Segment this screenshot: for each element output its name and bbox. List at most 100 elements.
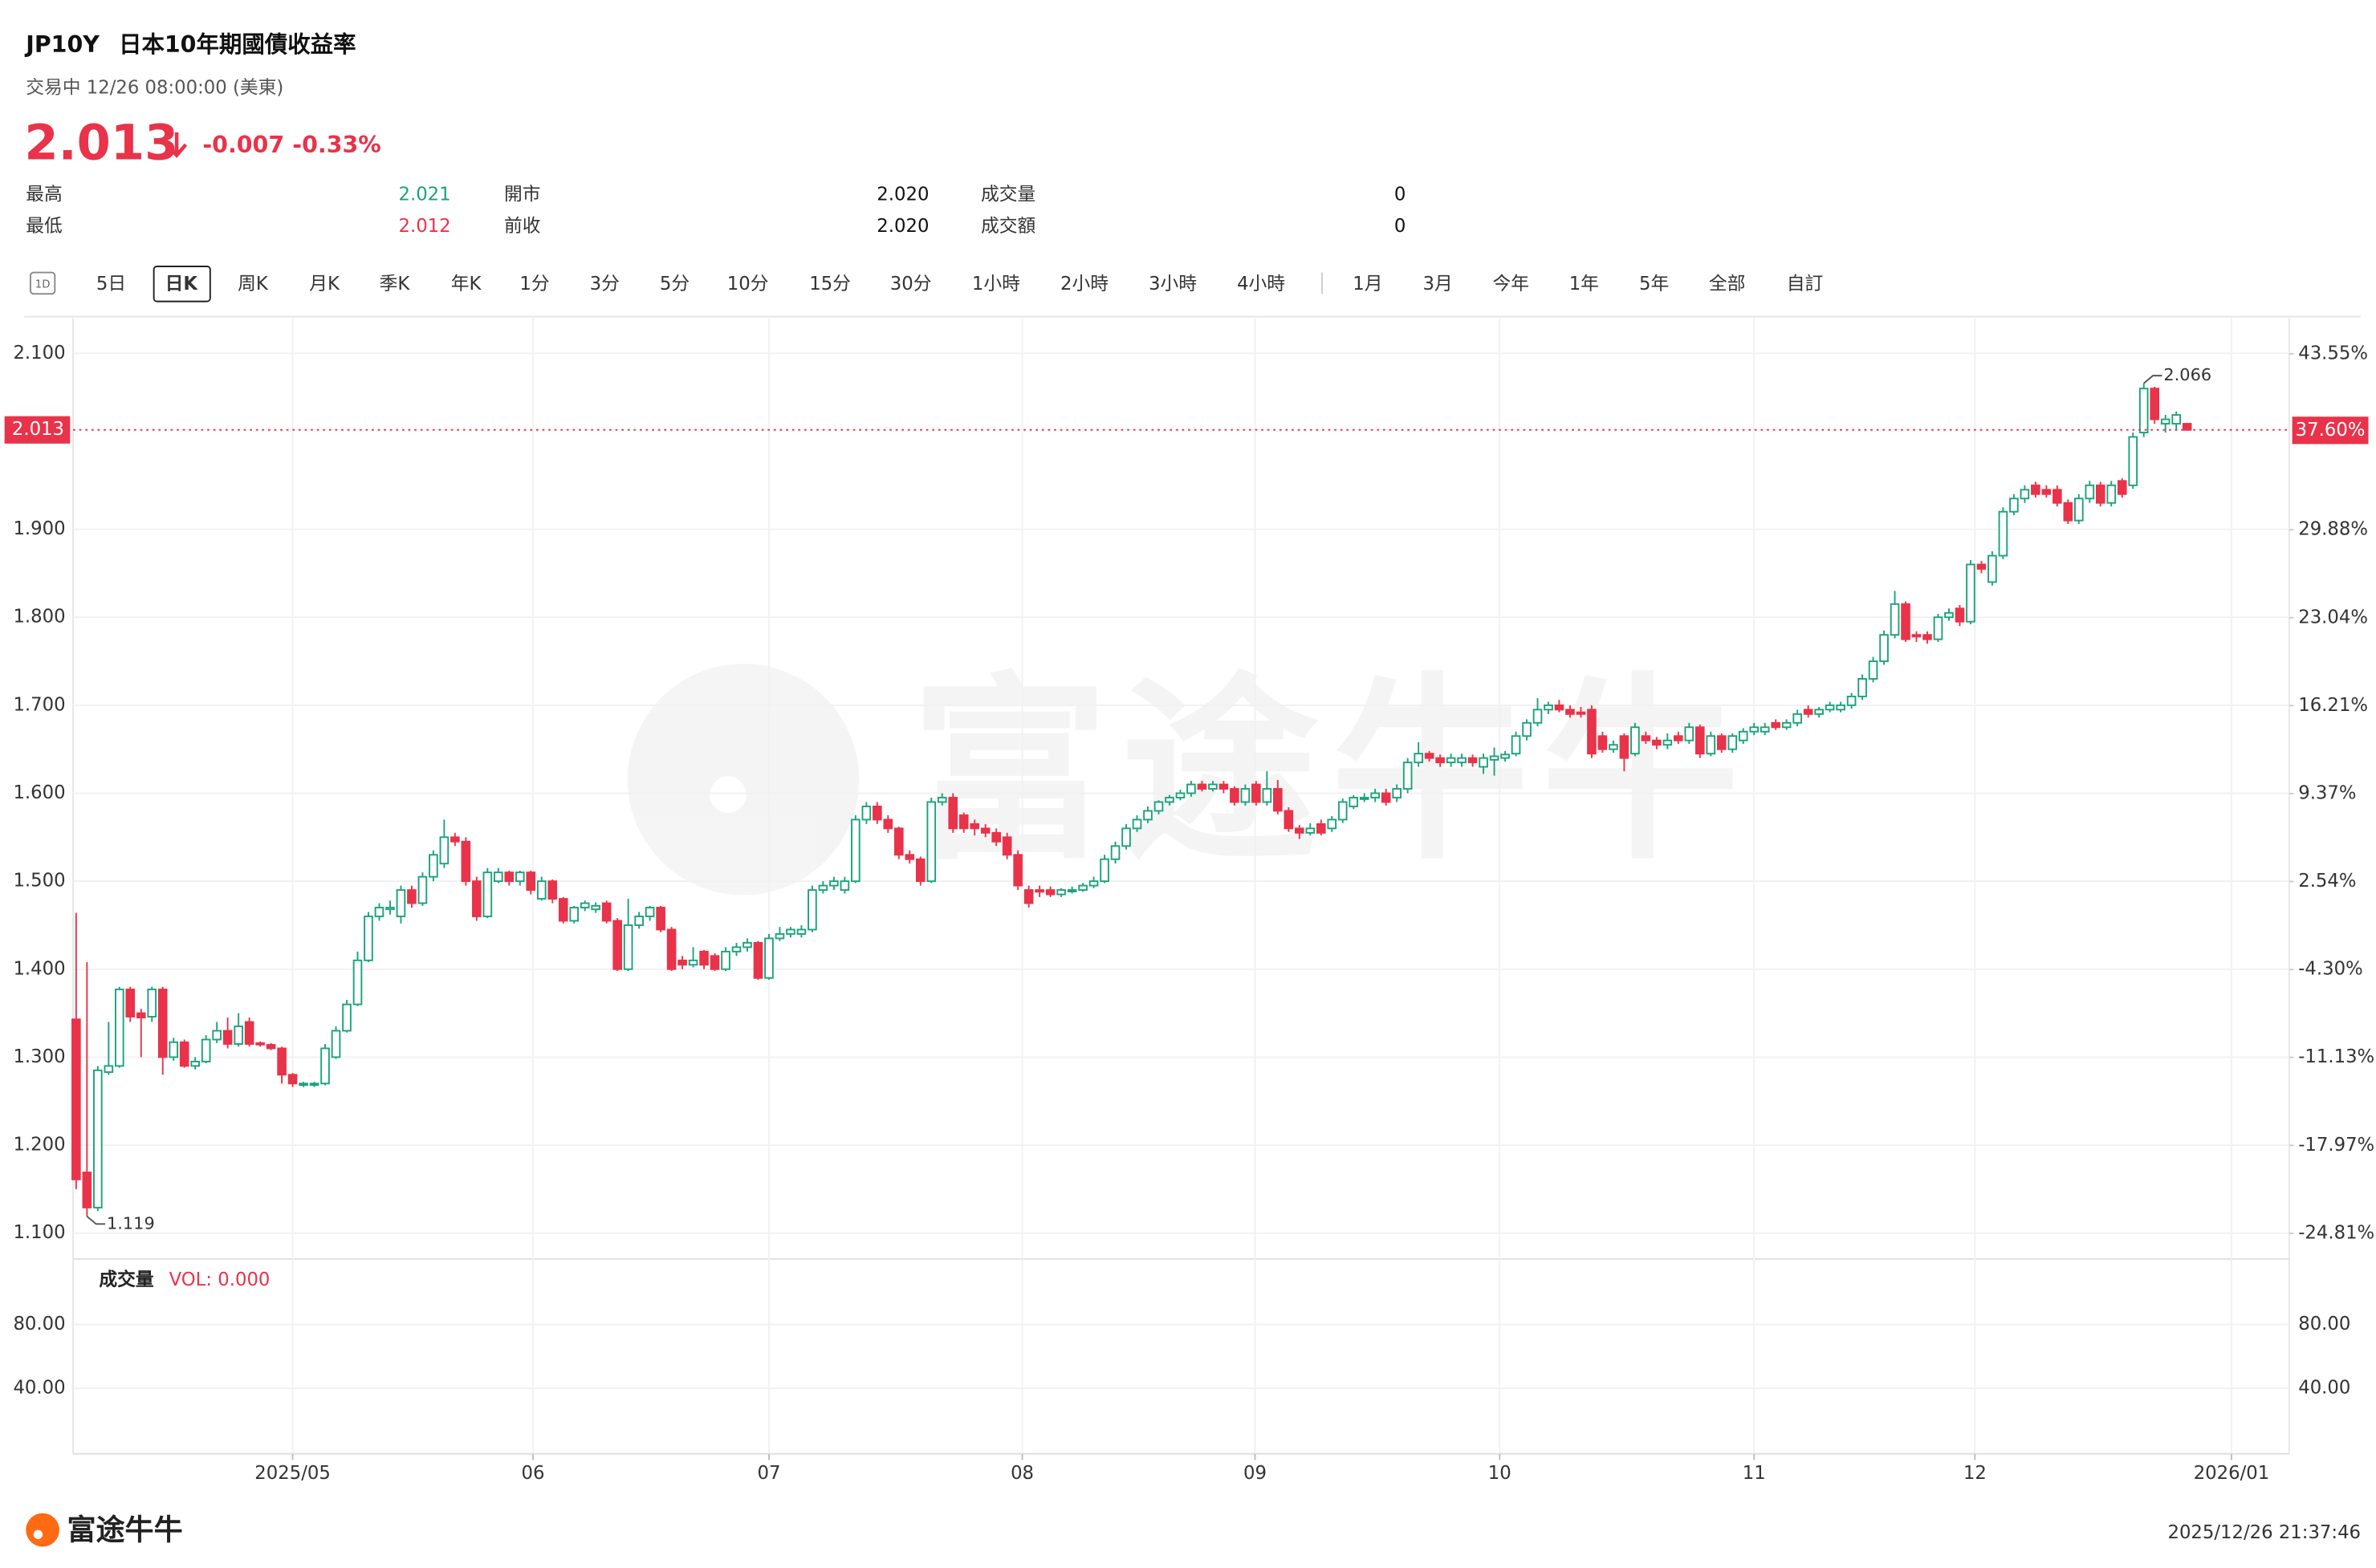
volume-tick-label-right: 80.00 <box>2298 1314 2350 1334</box>
period-tab[interactable]: 30分 <box>890 274 932 295</box>
period-tab[interactable]: 全部 <box>1709 274 1746 295</box>
candle-body <box>1922 634 1932 640</box>
period-tab[interactable]: 年K <box>451 274 482 295</box>
candle-body <box>851 819 860 883</box>
candle-body <box>558 898 568 922</box>
candle-body <box>1609 744 1618 750</box>
candle-body <box>1457 757 1467 764</box>
period-icon[interactable]: 1D <box>30 271 56 295</box>
candle-body <box>1327 819 1337 830</box>
candle-body <box>472 880 482 917</box>
candle-body <box>656 907 665 931</box>
candle-body <box>1467 757 1478 764</box>
stat-value: 2.020 <box>877 184 929 205</box>
stat-label: 最高 <box>26 184 63 205</box>
candle-body <box>937 797 947 803</box>
period-tab[interactable]: 3分 <box>590 274 620 295</box>
stat-label: 最低 <box>26 216 63 237</box>
stat-value: 0 <box>1394 184 1406 205</box>
period-tab[interactable]: 3月 <box>1423 274 1453 295</box>
candle-body <box>2053 489 2062 504</box>
period-tab[interactable]: 季K <box>380 274 411 295</box>
y2-tick-label: 16.21% <box>2298 695 2368 716</box>
candle-body <box>136 1012 146 1019</box>
candle-body <box>320 1047 330 1085</box>
price-change: -0.007 <box>202 132 284 158</box>
x-tick-label: 2025/05 <box>254 1463 331 1484</box>
x-tick-label: 06 <box>521 1463 544 1484</box>
candle-body <box>786 928 795 935</box>
candle-body <box>775 932 785 940</box>
active-tab-box <box>153 266 211 303</box>
candle-body <box>1760 726 1770 733</box>
candle-body <box>840 880 850 892</box>
y-tick-label: 1.100 <box>13 1222 65 1243</box>
low-label: 1.119 <box>107 1213 155 1233</box>
period-tab[interactable]: 1年 <box>1569 274 1599 295</box>
candle-body <box>1771 721 1780 729</box>
candle-body <box>1337 801 1348 821</box>
period-tab[interactable]: 5年 <box>1639 274 1669 295</box>
candle-body <box>731 946 742 953</box>
period-tab[interactable]: 15分 <box>809 274 851 295</box>
candle-body <box>1511 735 1521 755</box>
price-change-pct: -0.33% <box>292 132 380 158</box>
period-tab[interactable]: 10分 <box>727 274 769 295</box>
candle-body <box>266 1044 276 1050</box>
candle-body <box>494 871 503 883</box>
footer-logo <box>26 1513 59 1547</box>
candle-body <box>2182 423 2192 431</box>
y-tick-label: 1.600 <box>13 782 65 803</box>
candle-body <box>742 941 752 949</box>
candle-body <box>374 907 384 917</box>
candle-body <box>504 871 515 883</box>
candle-body <box>1544 704 1553 711</box>
candle-body <box>104 1065 114 1073</box>
candle-body <box>1100 858 1109 883</box>
candle-body <box>1414 753 1423 764</box>
period-tab[interactable]: 自訂 <box>1787 274 1824 295</box>
stat-label: 開市 <box>504 184 541 205</box>
candle-body <box>1273 788 1283 812</box>
candle-body <box>1153 801 1164 812</box>
candle-body <box>536 880 547 900</box>
period-tab[interactable]: 4小時 <box>1237 274 1285 295</box>
market-status: 交易中 12/26 08:00:00 (美東) <box>26 78 283 99</box>
candle-body <box>1056 889 1066 896</box>
candle-body <box>147 989 157 1018</box>
period-tab[interactable]: 2小時 <box>1060 274 1109 295</box>
candle-body <box>1251 783 1261 803</box>
period-tab[interactable]: 5日 <box>96 274 126 295</box>
period-tab[interactable]: 1分 <box>519 274 549 295</box>
candle-body <box>926 801 937 883</box>
candle-body <box>2041 489 2052 495</box>
watermark-logo-dot <box>710 776 747 814</box>
period-tab[interactable]: 3小時 <box>1149 274 1197 295</box>
candle-body <box>1262 788 1272 803</box>
candle-body <box>1067 889 1077 892</box>
logo-circle <box>26 1513 59 1547</box>
instrument-name: 日本10年期國債收益率 <box>119 31 356 58</box>
period-tab[interactable]: 5分 <box>660 274 690 295</box>
period-tab[interactable]: 月K <box>309 274 340 295</box>
period-tab[interactable]: 周K <box>238 274 269 295</box>
period-tab[interactable]: 今年 <box>1493 274 1530 295</box>
candle-body <box>1305 827 1316 834</box>
candle-body <box>1359 797 1369 800</box>
candle-body <box>2063 502 2073 522</box>
candle-body <box>1522 721 1532 737</box>
volume-tick-label: 80.00 <box>13 1314 65 1334</box>
period-tab[interactable]: 1小時 <box>972 274 1020 295</box>
volume-tick-label-right: 40.00 <box>2298 1378 2350 1399</box>
period-tab[interactable]: 1月 <box>1353 274 1382 295</box>
candle-body <box>915 858 926 883</box>
watermark-text: 富途牛牛 <box>911 656 1751 887</box>
period-tab[interactable]: 日K <box>165 274 199 295</box>
candle-body <box>861 805 872 821</box>
candle-body <box>1716 735 1727 750</box>
y-tick-label: 1.200 <box>13 1135 65 1156</box>
low-leader <box>86 1216 106 1225</box>
candle-body <box>1998 510 2008 557</box>
candle-body <box>764 937 774 979</box>
